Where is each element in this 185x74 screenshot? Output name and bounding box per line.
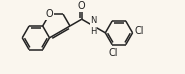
Text: O: O — [46, 9, 53, 19]
Text: Cl: Cl — [135, 26, 144, 36]
Text: O: O — [78, 1, 85, 11]
Text: N
H: N H — [90, 16, 97, 36]
Text: Cl: Cl — [108, 48, 118, 58]
